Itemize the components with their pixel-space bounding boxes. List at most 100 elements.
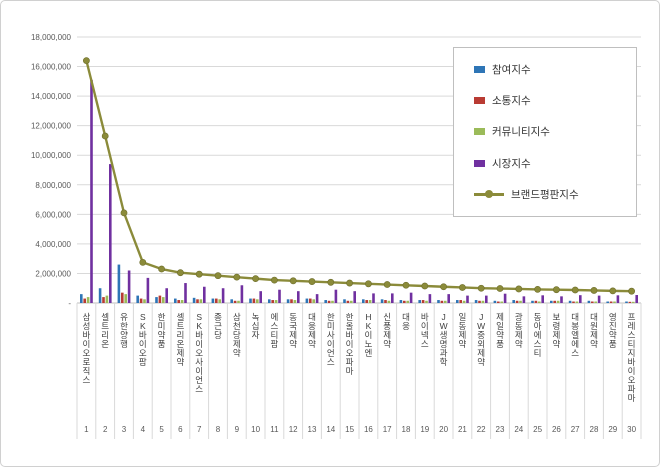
bar-3-cat-28	[597, 295, 601, 303]
participation-swatch-icon	[474, 66, 485, 74]
bar-1-cat-8	[215, 298, 218, 303]
x-axis-category-number: 25	[533, 425, 542, 434]
y-axis-tick-label: 18,000,000	[31, 33, 72, 42]
x-axis-category-number: 18	[402, 425, 411, 434]
bar-2-cat-29	[613, 301, 616, 303]
market-swatch-icon	[474, 159, 485, 167]
x-axis-category-number: 20	[439, 425, 448, 434]
x-axis-category-number: 21	[458, 425, 467, 434]
bar-3-cat-7	[203, 286, 206, 303]
bar-0-cat-30	[625, 301, 628, 303]
brand-index-marker	[308, 278, 316, 285]
bar-0-cat-27	[568, 300, 572, 303]
bar-3-cat-23	[503, 293, 507, 303]
bar-3-cat-21	[466, 295, 469, 303]
legend-label: 브랜드평판지수	[511, 188, 579, 201]
x-axis-category-number: 3	[122, 425, 127, 434]
bar-0-cat-25	[531, 300, 534, 303]
bar-0-cat-3	[117, 264, 121, 303]
bar-3-cat-5	[165, 288, 168, 303]
y-axis-tick-label: 8,000,000	[35, 181, 71, 190]
bar-0-cat-13	[305, 298, 309, 303]
bar-2-cat-11	[274, 300, 278, 303]
bar-0-cat-8	[211, 298, 215, 303]
bar-1-cat-13	[309, 298, 312, 303]
brand-index-marker	[628, 287, 635, 295]
bar-0-cat-11	[268, 299, 271, 303]
brand-index-marker	[195, 270, 203, 278]
y-axis-tick-label: 14,000,000	[31, 92, 72, 101]
communication-swatch-icon	[474, 97, 485, 105]
brand-index-marker	[458, 284, 466, 291]
y-axis-tick-label: 16,000,000	[31, 63, 72, 72]
bar-0-cat-23	[493, 300, 497, 303]
bar-0-cat-1	[80, 294, 83, 303]
legend-label: 소통지수	[492, 95, 531, 108]
bar-0-cat-6	[174, 298, 177, 303]
brand-index-marker	[364, 280, 372, 288]
brand-index-marker	[214, 272, 222, 280]
bar-1-cat-11	[271, 300, 274, 303]
bar-1-cat-20	[440, 300, 444, 303]
bar-2-cat-14	[331, 300, 334, 303]
y-axis-tick-label: 2,000,000	[35, 269, 71, 278]
bar-1-cat-1	[83, 298, 86, 303]
brand-index-marker	[270, 276, 278, 284]
x-axis-category-number: 29	[608, 425, 617, 434]
legend-item-participation: 참여지수	[474, 62, 630, 77]
bar-0-cat-20	[437, 300, 440, 303]
bar-1-cat-7	[196, 299, 199, 303]
brand-index-line-icon	[474, 190, 504, 199]
x-axis-category-number: 23	[496, 425, 505, 434]
brand-index-marker	[590, 287, 598, 294]
x-axis-category-number: 22	[477, 425, 486, 434]
bar-2-cat-3	[124, 294, 127, 303]
bar-1-cat-3	[121, 292, 124, 303]
x-axis-category-number: 6	[178, 425, 183, 434]
bar-3-cat-25	[541, 295, 544, 303]
y-axis-tick-label: 10,000,000	[31, 151, 72, 160]
brand-index-marker-icon	[485, 190, 493, 199]
bar-3-cat-16	[372, 293, 375, 303]
x-axis-category-number: 16	[364, 425, 373, 434]
x-axis-category-number: 11	[270, 425, 279, 434]
bar-2-cat-26	[556, 300, 560, 303]
bar-3-cat-12	[297, 291, 300, 303]
legend-label: 시장지수	[492, 157, 531, 170]
brand-index-marker	[421, 282, 429, 290]
bar-0-cat-19	[418, 300, 421, 303]
brand-index-marker	[515, 285, 523, 293]
x-axis-category-number: 9	[235, 425, 240, 434]
bar-1-cat-12	[290, 299, 293, 303]
bar-1-cat-17	[384, 300, 387, 303]
bar-3-cat-15	[353, 291, 356, 303]
x-axis-category-number: 30	[627, 425, 636, 434]
bar-2-cat-12	[293, 300, 297, 303]
bar-3-cat-22	[485, 295, 488, 303]
bar-3-cat-20	[447, 294, 450, 303]
bar-2-cat-25	[538, 301, 541, 303]
bar-1-cat-10	[252, 298, 256, 303]
bar-2-cat-30	[632, 301, 635, 303]
brand-index-marker	[553, 286, 560, 294]
x-axis-category-number: 19	[420, 425, 429, 434]
brand-index-marker	[252, 275, 259, 283]
brand-index-marker	[83, 57, 90, 65]
x-axis-category-number: 4	[141, 425, 146, 434]
bar-3-cat-1	[90, 79, 93, 303]
x-axis-category-number: 1	[84, 425, 89, 434]
